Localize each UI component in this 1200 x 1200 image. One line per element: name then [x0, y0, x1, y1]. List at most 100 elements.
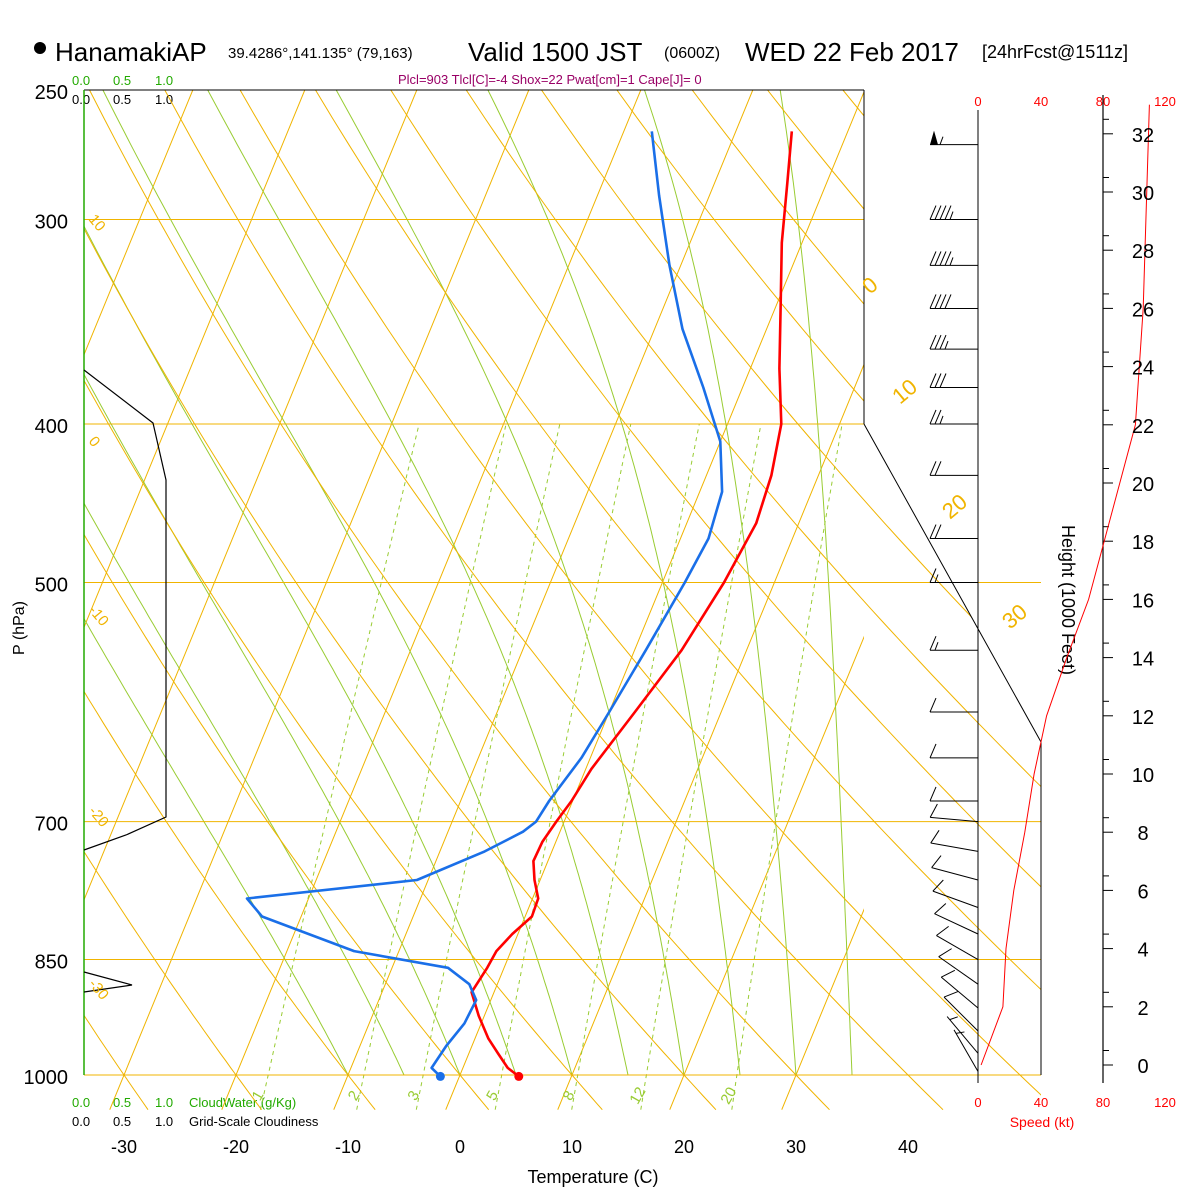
grid-clip-group-right: [0, 90, 1041, 1110]
dry-adiabat-line: [465, 90, 1041, 1110]
x-axis-title: Temperature (C): [527, 1167, 658, 1187]
wind-barb-flag: [939, 205, 947, 220]
temperature-profile: [470, 131, 794, 1078]
wind-barb-flag: [930, 830, 940, 844]
wind-barb-flag: [939, 294, 947, 309]
wind-barb-flag: [939, 334, 947, 350]
height-tick-label: 14: [1132, 649, 1154, 671]
wind-barb: [930, 130, 978, 146]
wind-barb: [929, 205, 978, 221]
mixing-ratio-line: [259, 423, 420, 1110]
wind-barb-staff: [940, 976, 979, 1009]
cloud-scale-top-black-2: 1.0: [155, 92, 173, 107]
wind-barb-staff: [946, 1016, 979, 1054]
wind-barb-flag: [929, 524, 937, 539]
isotherm-line: [84, 90, 306, 629]
wind-barb: [929, 568, 978, 583]
temperature-tick-label: 20: [674, 1137, 694, 1157]
dry-adiabat-line: [315, 90, 1041, 1110]
height-tick-label: 32: [1132, 125, 1154, 147]
wind-barb: [929, 251, 978, 266]
wind-barb-staff: [938, 956, 979, 985]
wind-barb-flag: [929, 205, 937, 220]
dry-adiabat-line: [84, 90, 603, 1110]
dewpoint-profile-surface-point: [435, 1071, 445, 1081]
wind-barb: [929, 803, 979, 823]
dry-adiabat-line: [164, 90, 944, 1110]
wind-barb-flag: [934, 294, 942, 309]
wind-barb-flag: [939, 251, 947, 266]
wind-barb-flag: [944, 251, 952, 266]
mixing-ratio-line: [731, 423, 843, 1110]
wind-barb-flag: [929, 786, 937, 802]
theta-label: -20: [85, 803, 112, 831]
height-tick-label: 18: [1132, 532, 1154, 554]
isotherm-line: [669, 635, 864, 1110]
wind-barb-half-flag: [939, 415, 944, 425]
wind-barb-flag: [929, 697, 937, 713]
moist-adiabat-line: [207, 90, 629, 1076]
cloud-scale-top-green-0: 0.0: [72, 73, 90, 88]
cloudiness-profile-low: [83, 971, 133, 993]
pressure-tick-label: 400: [35, 416, 68, 438]
temperature-profile-surface-point: [514, 1071, 524, 1081]
height-tick-label: 28: [1132, 241, 1154, 263]
isotherm-line: [1118, 90, 1200, 1110]
pressure-tick-label: 1000: [24, 1067, 69, 1089]
isotherm-line: [557, 363, 864, 1110]
wind-barb-half-flag: [934, 574, 939, 583]
wind-barb-flag: [929, 743, 937, 759]
height-tick-label: 12: [1132, 707, 1154, 729]
wind-barb-half-flag: [944, 340, 949, 350]
dry-adiabat-line: [0, 90, 34, 1110]
height-tick-label: 6: [1137, 881, 1148, 903]
wind-barb-flag: [944, 294, 952, 309]
theta-label-right: 30: [997, 599, 1032, 634]
station-coords: 39.4286°,141.135° (79,163): [228, 45, 413, 62]
wind-barb-flag: [934, 251, 942, 266]
wind-barb: [929, 743, 978, 759]
temperature-tick-label: 40: [898, 1137, 918, 1157]
wind-barb-flag: [934, 903, 947, 915]
temperature-tick-label: -20: [223, 1137, 249, 1157]
height-tick-label: 26: [1132, 299, 1154, 321]
wind-barb-staff: [930, 816, 979, 823]
dry-adiabat-line: [84, 90, 262, 1110]
height-tick-label: 16: [1132, 590, 1154, 612]
wind-barb-flag: [938, 948, 952, 958]
wind-barb-flag: [929, 251, 937, 266]
wind-barb-staff: [932, 890, 979, 908]
wind-barb-flag: [941, 969, 956, 978]
wind-barb: [929, 461, 978, 476]
wind-barb-flag: [929, 373, 937, 388]
cloudiness-profile: [83, 369, 167, 851]
pressure-tick-label: 250: [35, 82, 68, 104]
wind-barb-flag: [934, 373, 942, 388]
mixing-ratio-label: 20: [717, 1084, 740, 1107]
wind-barb: [936, 926, 979, 960]
wind-barb-flag: [934, 524, 942, 539]
valid-time: Valid 1500 JST: [468, 37, 643, 67]
speed-top-0: 0: [974, 94, 981, 109]
isotherm-line: [221, 90, 642, 1110]
dry-adiabat-line: [616, 90, 1041, 1110]
wind-barb: [929, 636, 978, 651]
height-tick-label: 20: [1132, 474, 1154, 496]
moist-adiabat-line: [644, 90, 797, 1076]
theta-label: -30: [85, 976, 112, 1004]
wind-barb: [940, 969, 979, 1009]
wind-speed-profile: [980, 104, 1150, 1066]
dry-adiabat-line: [691, 90, 1041, 1110]
wind-barb-flag: [929, 568, 937, 583]
wind-barb-flag: [929, 636, 937, 651]
speed-top-120: 120: [1154, 94, 1176, 109]
isotherm-line: [84, 90, 194, 357]
wind-barb-flag: [931, 855, 942, 868]
temperature-tick-label: 30: [786, 1137, 806, 1157]
y-axis-title: P (hPa): [11, 601, 28, 655]
speed-top-40: 40: [1034, 94, 1048, 109]
cloud-scale-top-green-1: 0.5: [113, 73, 131, 88]
wind-barb-flag: [934, 461, 942, 476]
pressure-tick-label: 850: [35, 952, 68, 974]
